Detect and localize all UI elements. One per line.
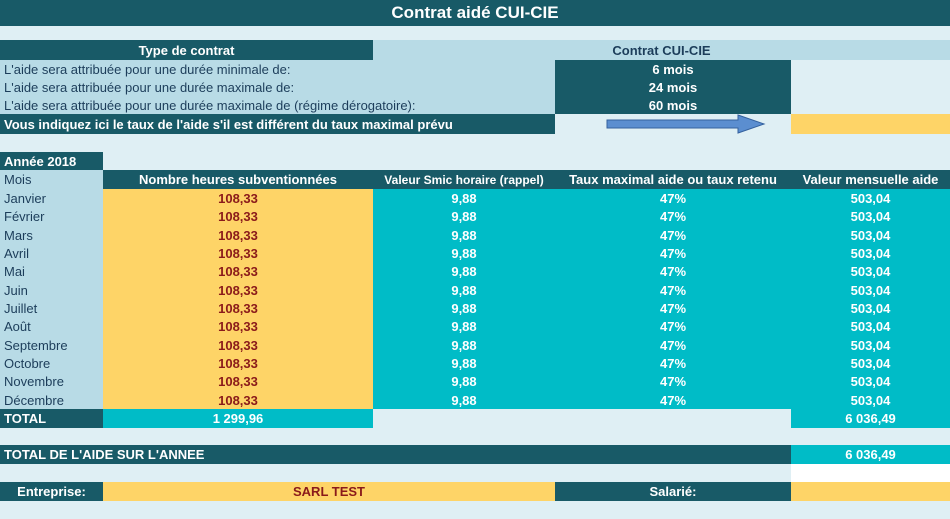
cell-taux[interactable]: 47% xyxy=(555,225,791,245)
duree-max-label: L'aide sera attribuée pour une durée max… xyxy=(0,78,555,96)
col-header-taux: Taux maximal aide ou taux retenu xyxy=(555,170,791,189)
cell-mensuelle: 503,04 xyxy=(791,390,950,410)
cell-taux[interactable]: 47% xyxy=(555,353,791,373)
cell-smic: 9,88 xyxy=(373,207,555,227)
duree-min-label: L'aide sera attribuée pour une durée min… xyxy=(0,60,555,78)
type-contrat-label: Type de contrat xyxy=(0,40,373,60)
total-annee-label: TOTAL DE L'AIDE SUR L'ANNEE xyxy=(0,445,791,464)
cell-heures[interactable]: 108,33 xyxy=(103,353,373,373)
cell-heures[interactable]: 108,33 xyxy=(103,207,373,227)
taux-input[interactable] xyxy=(791,114,950,134)
cell-mois: Février xyxy=(0,207,103,227)
type-contrat-value[interactable]: Contrat CUI-CIE xyxy=(373,40,950,60)
spacer-row xyxy=(0,428,950,445)
salarie-input[interactable] xyxy=(791,482,950,501)
cell-smic: 9,88 xyxy=(373,353,555,373)
cell-smic: 9,88 xyxy=(373,317,555,337)
cell-heures[interactable]: 108,33 xyxy=(103,225,373,245)
cell-mensuelle: 503,04 xyxy=(791,372,950,392)
cell-mois: Juillet xyxy=(0,298,103,318)
cell-taux[interactable]: 47% xyxy=(555,372,791,392)
cell-mois: Novembre xyxy=(0,372,103,392)
duree-min-value: 6 mois xyxy=(555,60,791,78)
spacer-row xyxy=(0,464,791,482)
total-heures: 1 299,96 xyxy=(103,409,373,428)
cell-mois: Octobre xyxy=(0,353,103,373)
cell-mois: Août xyxy=(0,317,103,337)
spacer-row xyxy=(0,134,950,152)
cell-mensuelle: 503,04 xyxy=(791,317,950,337)
sheet-title: Contrat aidé CUI-CIE xyxy=(0,0,950,26)
cell-smic: 9,88 xyxy=(373,298,555,318)
duree-max-value: 24 mois xyxy=(555,78,791,96)
blank-cell xyxy=(791,96,950,114)
spacer-row xyxy=(0,501,950,519)
cell-heures[interactable]: 108,33 xyxy=(103,372,373,392)
cell-mensuelle: 503,04 xyxy=(791,298,950,318)
cell-smic: 9,88 xyxy=(373,372,555,392)
cell-smic: 9,88 xyxy=(373,280,555,300)
entreprise-label: Entreprise: xyxy=(0,482,103,501)
cell-taux[interactable]: 47% xyxy=(555,189,791,208)
cell-mois: Avril xyxy=(0,243,103,263)
cell-smic: 9,88 xyxy=(373,243,555,263)
cell-heures[interactable]: 108,33 xyxy=(103,262,373,282)
cell-taux[interactable]: 47% xyxy=(555,335,791,355)
arrow-cell xyxy=(555,114,791,134)
cell-heures[interactable]: 108,33 xyxy=(103,335,373,355)
cell-heures[interactable]: 108,33 xyxy=(103,298,373,318)
blank-cell xyxy=(103,152,950,170)
col-header-mensuelle: Valeur mensuelle aide xyxy=(791,170,950,189)
cell-mensuelle: 503,04 xyxy=(791,207,950,227)
cell-taux[interactable]: 47% xyxy=(555,243,791,263)
total-annee-value: 6 036,49 xyxy=(791,445,950,464)
col-header-smic: Valeur Smic horaire (rappel) xyxy=(373,170,555,189)
cell-mois: Juin xyxy=(0,280,103,300)
cell-smic: 9,88 xyxy=(373,225,555,245)
total-mensuelle: 6 036,49 xyxy=(791,409,950,428)
cell-taux[interactable]: 47% xyxy=(555,298,791,318)
duree-derog-value: 60 mois xyxy=(555,96,791,114)
cell-mensuelle: 503,04 xyxy=(791,335,950,355)
cell-mensuelle: 503,04 xyxy=(791,189,950,208)
col-header-mois: Mois xyxy=(0,170,103,189)
entreprise-input[interactable]: SARL TEST xyxy=(103,482,555,501)
cell-mensuelle: 503,04 xyxy=(791,243,950,263)
spacer-row xyxy=(0,26,950,40)
cell-taux[interactable]: 47% xyxy=(555,317,791,337)
cell-mois: Décembre xyxy=(0,390,103,410)
salarie-label: Salarié: xyxy=(555,482,791,501)
cell-mensuelle: 503,04 xyxy=(791,225,950,245)
cell-heures[interactable]: 108,33 xyxy=(103,243,373,263)
cell-heures[interactable]: 108,33 xyxy=(103,189,373,208)
duree-derog-label: L'aide sera attribuée pour une durée max… xyxy=(0,96,555,114)
cell-mois: Septembre xyxy=(0,335,103,355)
right-arrow-icon xyxy=(606,114,766,134)
cell-mois: Mai xyxy=(0,262,103,282)
total-label: TOTAL xyxy=(0,409,103,428)
blank-cell xyxy=(791,60,950,78)
cell-heures[interactable]: 108,33 xyxy=(103,317,373,337)
cell-mensuelle: 503,04 xyxy=(791,353,950,373)
cell-taux[interactable]: 47% xyxy=(555,262,791,282)
cell-mensuelle: 503,04 xyxy=(791,262,950,282)
cell-mois: Janvier xyxy=(0,189,103,208)
cell-smic: 9,88 xyxy=(373,335,555,355)
cell-heures[interactable]: 108,33 xyxy=(103,280,373,300)
col-header-heures: Nombre heures subventionnées xyxy=(103,170,373,189)
cell-taux[interactable]: 47% xyxy=(555,207,791,227)
cell-smic: 9,88 xyxy=(373,189,555,208)
blank-cell xyxy=(791,78,950,96)
cell-taux[interactable]: 47% xyxy=(555,390,791,410)
cell-taux[interactable]: 47% xyxy=(555,280,791,300)
cell-heures[interactable]: 108,33 xyxy=(103,390,373,410)
cell-mois: Mars xyxy=(0,225,103,245)
cell-mensuelle: 503,04 xyxy=(791,280,950,300)
annee-label: Année 2018 xyxy=(0,152,103,170)
taux-label: Vous indiquez ici le taux de l'aide s'il… xyxy=(0,114,555,134)
cell-smic: 9,88 xyxy=(373,262,555,282)
blank-cell xyxy=(373,409,791,428)
cell-smic: 9,88 xyxy=(373,390,555,410)
